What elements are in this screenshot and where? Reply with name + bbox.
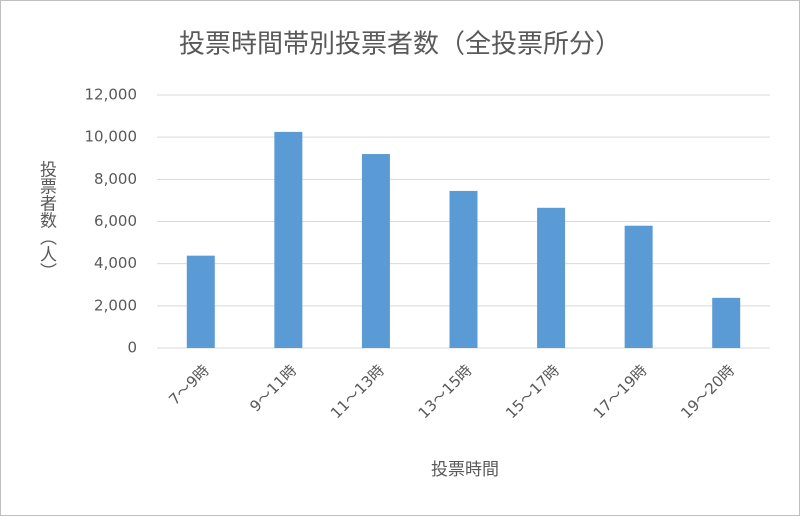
bar: [449, 190, 478, 348]
bar: [537, 207, 566, 348]
bar: [361, 154, 390, 348]
y-tick-label: 10,000: [85, 128, 138, 146]
chart-title: 投票時間帯別投票者数（全投票所分）: [179, 30, 621, 60]
bar: [274, 131, 303, 348]
y-axis-title: 投票者数（人）: [36, 160, 57, 279]
bar: [186, 255, 215, 348]
y-tick-label: 6,000: [94, 212, 137, 230]
y-tick-label: 0: [127, 339, 137, 357]
y-tick-label: 4,000: [94, 254, 137, 272]
bar: [712, 297, 741, 348]
bar: [624, 225, 653, 348]
x-axis-title: 投票時間: [431, 460, 499, 480]
y-tick-label: 12,000: [85, 86, 138, 104]
y-tick-label: 2,000: [94, 296, 137, 314]
y-tick-label: 8,000: [94, 170, 137, 188]
